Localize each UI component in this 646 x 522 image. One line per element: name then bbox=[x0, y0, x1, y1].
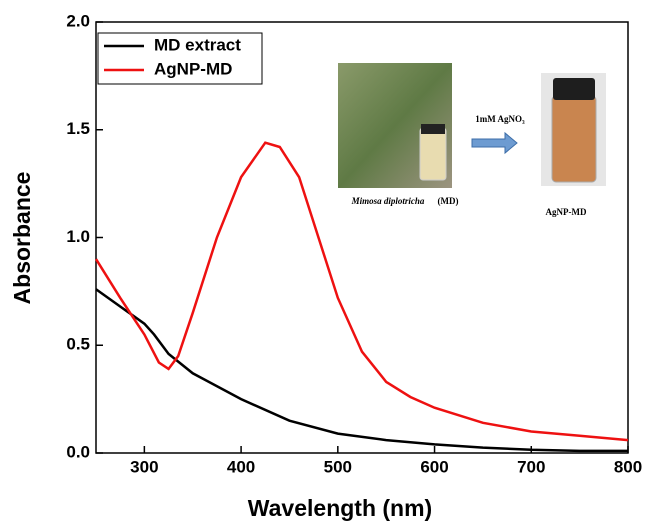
annotation: (MD) bbox=[438, 196, 459, 206]
vial bbox=[419, 127, 447, 181]
x-axis-label: Wavelength (nm) bbox=[248, 495, 432, 521]
arrow bbox=[471, 131, 518, 155]
annotation: Mimosa diplotricha bbox=[351, 196, 425, 206]
x-tick-label: 500 bbox=[324, 457, 352, 476]
data-line bbox=[95, 288, 628, 453]
x-tick-label: 800 bbox=[614, 457, 642, 476]
y-axis-label: Absorbance bbox=[9, 172, 35, 305]
vial-cap bbox=[421, 124, 445, 134]
annotation: AgNP-MD bbox=[546, 207, 587, 217]
x-tick-label: 600 bbox=[420, 457, 448, 476]
x-tick-label: 300 bbox=[130, 457, 158, 476]
data-line bbox=[94, 141, 629, 442]
y-tick-label: 0.5 bbox=[66, 335, 90, 354]
y-tick-label: 1.0 bbox=[66, 227, 90, 246]
vial bbox=[551, 95, 597, 183]
y-tick-label: 2.0 bbox=[66, 11, 90, 30]
legend-label: AgNP-MD bbox=[154, 59, 232, 78]
x-tick-label: 400 bbox=[227, 457, 255, 476]
legend-box bbox=[97, 32, 263, 85]
y-tick-label: 1.5 bbox=[66, 119, 90, 138]
inset: 1mM AgNO₃ Mimosa diplotricha (MD) AgNP-M… bbox=[338, 63, 606, 217]
annotation: 1mM AgNO₃ bbox=[475, 114, 525, 124]
vial-cap bbox=[553, 78, 595, 100]
y-tick-label: 0.0 bbox=[66, 442, 90, 461]
x-tick-label: 700 bbox=[517, 457, 545, 476]
legend-label: MD extract bbox=[154, 35, 241, 54]
